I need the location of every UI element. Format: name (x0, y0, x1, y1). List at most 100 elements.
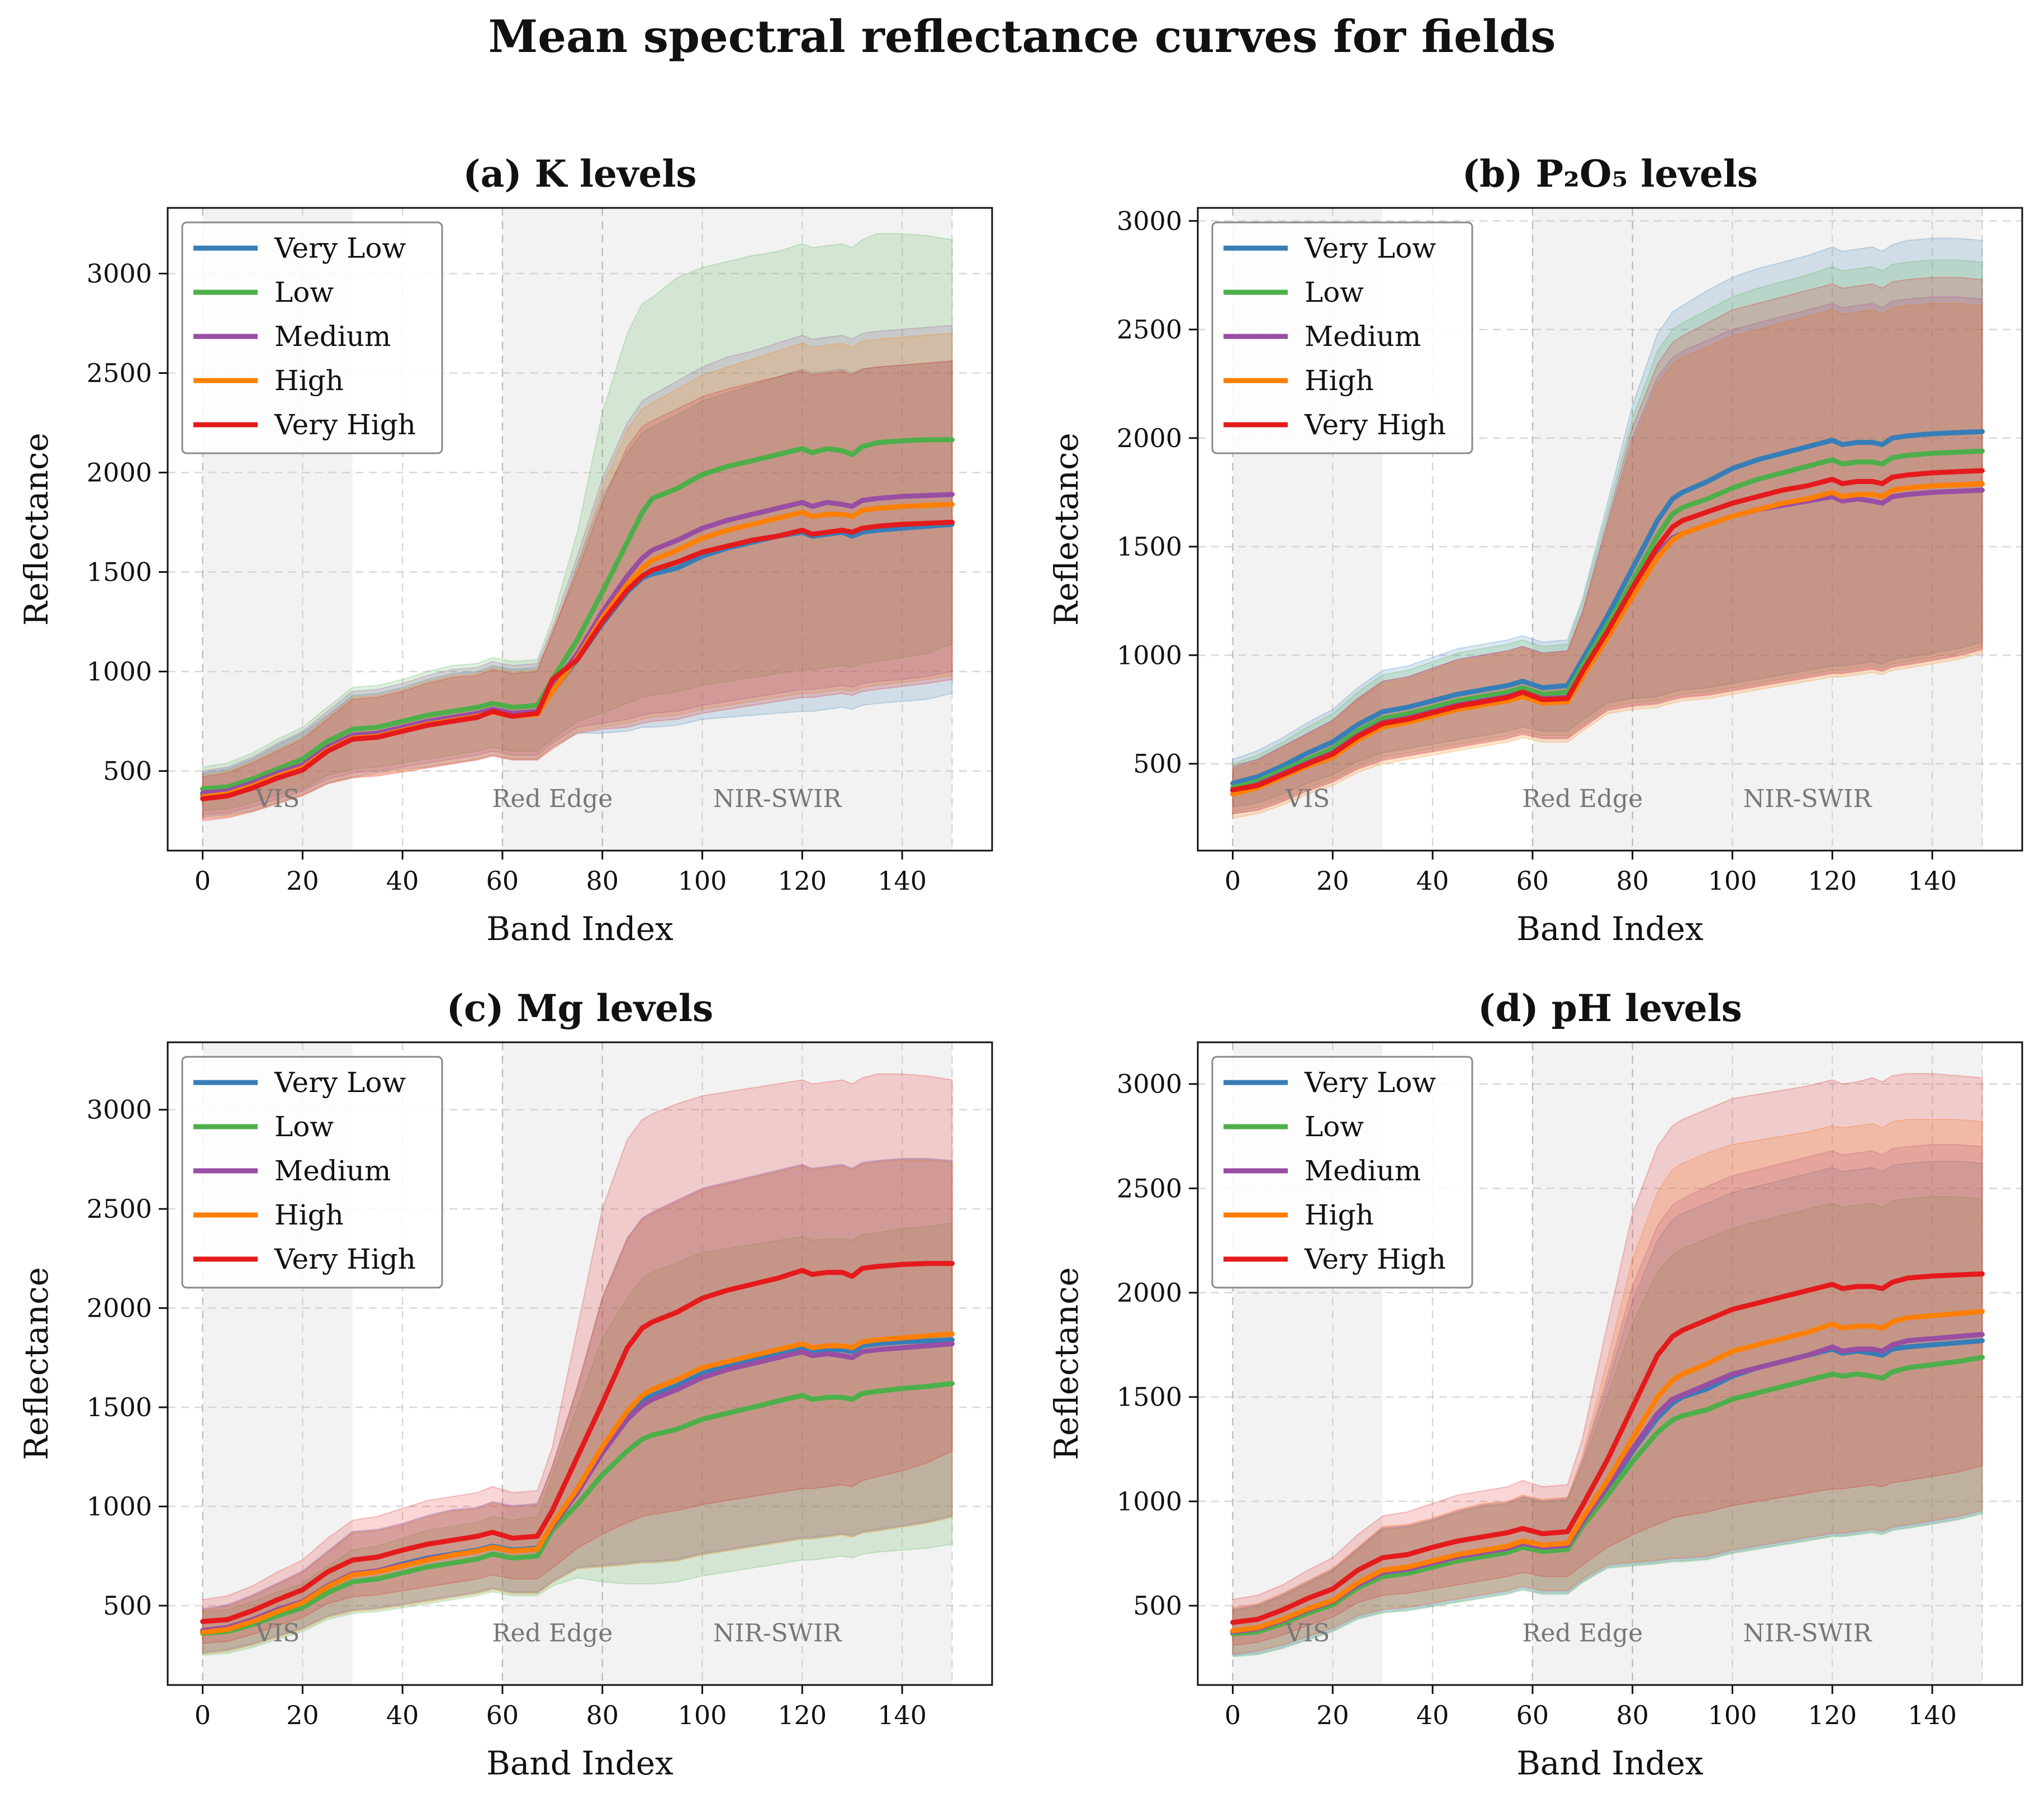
band-low (202, 1222, 953, 1656)
mean-line-very-high (200, 520, 955, 801)
legend-label-high: High (1305, 364, 1374, 397)
x-tick-label: 80 (586, 1700, 619, 1730)
series-layer (1230, 238, 1985, 819)
region-band-red-edge (1532, 208, 1633, 851)
legend-label-low: Low (1305, 276, 1364, 308)
axes-frame (167, 207, 993, 852)
y-tick-label: 1500 (87, 1392, 152, 1422)
y-axis-label: Reflectance (1047, 433, 1085, 626)
x-tick-label: 0 (1225, 1700, 1241, 1730)
region-label-red-edge: Red Edge (492, 1619, 613, 1648)
panel-title: (d) pH levels (1478, 986, 1742, 1030)
region-band-red-edge (502, 208, 603, 851)
legend-box (181, 1056, 443, 1289)
y-tick-label: 1000 (87, 1492, 152, 1522)
legend-label-high: High (274, 364, 344, 397)
y-tick-label: 1000 (1117, 1486, 1182, 1516)
region-label-nir-swir: NIR-SWIR (1743, 1619, 1873, 1648)
x-tick-label: 20 (286, 866, 319, 896)
band-very-low (202, 360, 953, 818)
panel-title: (c) Mg levels (447, 986, 713, 1030)
legend-label-high: High (274, 1199, 344, 1231)
band-medium (202, 325, 953, 815)
region-label-nir-swir: NIR-SWIR (1743, 785, 1873, 813)
y-tick-label: 2000 (87, 1293, 152, 1323)
x-tick-label: 100 (678, 1700, 727, 1730)
x-tick-label: 60 (1516, 1700, 1549, 1730)
region-band-red-edge (502, 1042, 603, 1685)
y-tick-label: 2500 (1117, 315, 1182, 345)
y-tick-label: 1000 (87, 657, 152, 687)
legend-box (181, 221, 443, 454)
y-tick-label: 2000 (1117, 1278, 1182, 1308)
legend-box (1211, 1056, 1473, 1289)
band-high (202, 333, 953, 820)
series-layer (200, 233, 955, 822)
x-tick-label: 0 (1225, 866, 1241, 896)
band-medium (1232, 296, 1983, 815)
x-tick-label: 100 (678, 866, 727, 896)
x-tick-label: 120 (777, 1700, 827, 1730)
band-very-low (1232, 1160, 1983, 1656)
x-tick-label: 140 (878, 866, 927, 896)
y-tick-label: 500 (103, 756, 152, 786)
legend-label-high: High (1305, 1199, 1374, 1231)
mean-line-very-low (1230, 429, 1985, 786)
x-tick-label: 80 (586, 866, 619, 896)
region-label-red-edge: Red Edge (492, 785, 613, 813)
legend: Very Low Low Medium High Very High (181, 1056, 443, 1289)
axes-frame (1197, 207, 2023, 852)
y-tick-label: 3000 (87, 258, 152, 288)
band-low (1232, 259, 1983, 813)
x-tick-label: 120 (1808, 866, 1857, 896)
legend-label-very-low: Very Low (1304, 232, 1436, 264)
band-very-high (202, 360, 953, 822)
x-tick-label: 40 (386, 866, 419, 896)
x-axis-label: Band Index (486, 1744, 674, 1782)
x-tick-label: 40 (1416, 1700, 1449, 1730)
y-tick-label: 1500 (1117, 531, 1182, 562)
region-label-vis: VIS (255, 785, 300, 813)
legend-label-medium: Medium (1305, 320, 1421, 353)
legend-label-low: Low (274, 1110, 334, 1143)
x-tick-label: 60 (486, 866, 519, 896)
region-label-red-edge: Red Edge (1522, 1619, 1643, 1648)
x-tick-label: 0 (195, 1700, 211, 1730)
y-tick-label: 3000 (1117, 1069, 1182, 1099)
band-high (1232, 302, 1983, 819)
region-label-red-edge: Red Edge (1522, 785, 1643, 813)
mean-line-very-high (200, 1261, 955, 1624)
y-tick-label: 3000 (87, 1095, 152, 1125)
panel-mg-levels: VIS Red Edge NIR-SWIR 0 20 40 60 80 100 120 140 500… (17, 986, 993, 1782)
x-tick-label: 100 (1708, 866, 1757, 896)
y-axis-label: Reflectance (17, 433, 55, 626)
legend-label-very-high: Very High (1304, 1243, 1446, 1275)
x-tick-label: 80 (1616, 866, 1649, 896)
panel-ph-levels: VIS Red Edge NIR-SWIR 0 20 40 60 80 100 120 140 500… (1047, 986, 2023, 1782)
legend: Very Low Low Medium High Very High (181, 221, 443, 454)
legend-label-medium: Medium (1305, 1155, 1421, 1187)
band-very-high (1232, 1073, 1983, 1646)
y-tick-label: 2000 (87, 458, 152, 488)
legend-label-very-low: Very Low (274, 1066, 406, 1099)
y-tick-label: 500 (1133, 749, 1182, 779)
region-label-vis: VIS (1285, 1619, 1330, 1648)
x-tick-label: 60 (1516, 866, 1549, 896)
x-axis-label: Band Index (1516, 910, 1704, 948)
legend-label-very-low: Very Low (274, 232, 406, 264)
x-tick-label: 40 (1416, 866, 1449, 896)
y-tick-label: 2500 (87, 1194, 152, 1224)
x-tick-label: 120 (777, 866, 827, 896)
mean-line-low (200, 437, 955, 792)
y-tick-label: 1500 (1117, 1382, 1182, 1412)
x-tick-label: 120 (1808, 1700, 1857, 1730)
x-tick-label: 0 (195, 866, 211, 896)
region-band-nir-swir (602, 1042, 952, 1685)
y-tick-label: 500 (1133, 1591, 1182, 1621)
legend-label-very-high: Very High (1304, 409, 1446, 441)
y-tick-label: 2500 (1117, 1173, 1182, 1203)
x-tick-label: 100 (1708, 1700, 1757, 1730)
series-layer (1230, 1073, 1985, 1658)
band-very-low (1232, 238, 1983, 808)
